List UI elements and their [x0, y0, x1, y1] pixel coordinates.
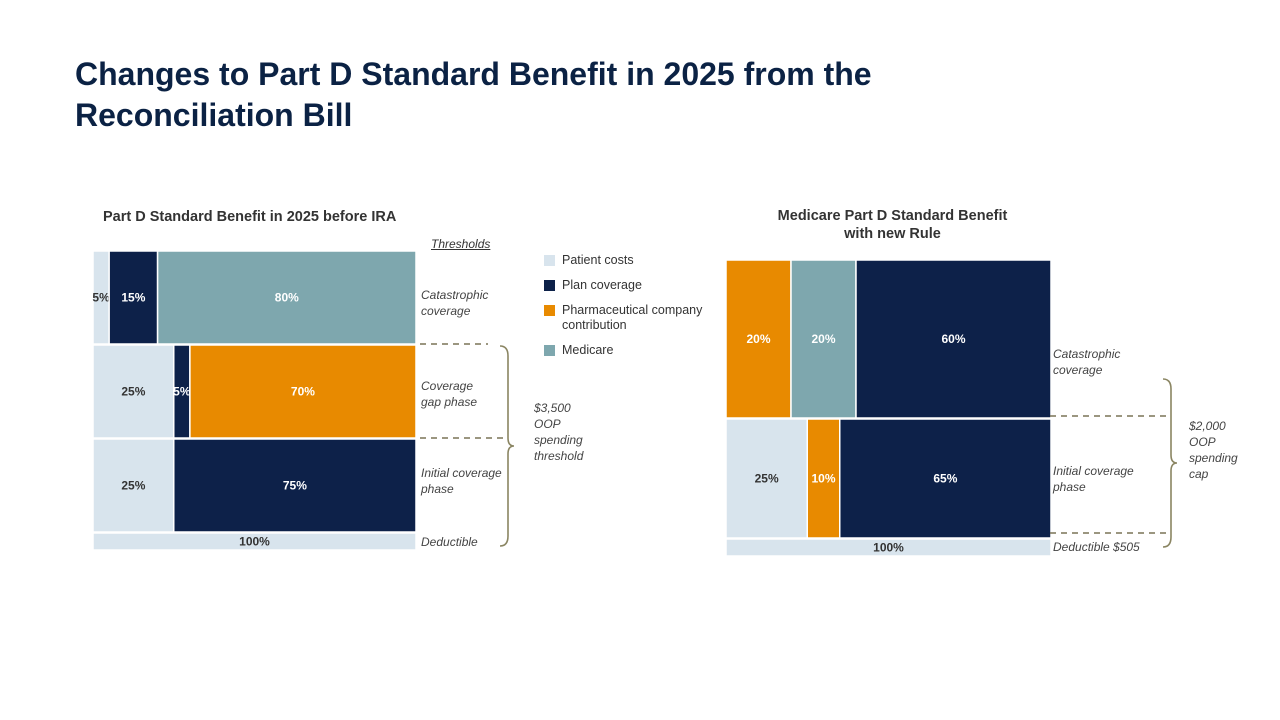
left-brace-label-3: threshold: [534, 449, 584, 463]
left-label-catastrophic-coverage-medicare: 80%: [275, 291, 299, 305]
right-bar-catastrophic-coverage-medicare: [790, 259, 857, 419]
right-phase-label-deductible-0: Deductible $505: [1053, 540, 1140, 554]
slide-title-line-2: Reconciliation Bill: [75, 97, 353, 133]
left-label-catastrophic-coverage-patient-costs: 5%: [92, 291, 110, 305]
right-phase-label-catastrophic-coverage-0: Catastrophic: [1053, 347, 1120, 361]
legend-swatch-medicare: [544, 345, 555, 356]
right-bar-catastrophic-coverage-plan-coverage: [855, 259, 1052, 419]
right-bar-initial-coverage-phase-pharmaceutical-company-contribution: [806, 418, 841, 539]
left-label-initial-coverage-phase-patient-costs: 25%: [121, 479, 145, 493]
right-brace-label-2: spending: [1189, 451, 1238, 465]
legend-item-medicare: Medicare: [544, 343, 714, 358]
left-bar-coverage-gap-phase-patient-costs: [92, 344, 175, 439]
right-phase-label-catastrophic-coverage-1: coverage: [1053, 363, 1103, 377]
legend-swatch-pharma: [544, 305, 555, 316]
right-chart-title-line-1: Medicare Part D Standard Benefit: [777, 208, 1008, 224]
left-brace: [499, 345, 515, 547]
right-brace-label-1: OOP: [1189, 435, 1216, 449]
right-label-initial-coverage-phase-plan-coverage: 65%: [933, 472, 957, 486]
left-chart-title: Part D Standard Benefit in 2025 before I…: [103, 209, 397, 225]
left-label-catastrophic-coverage-plan-coverage: 15%: [121, 291, 145, 305]
legend: Patient costs Plan coverage Pharmaceutic…: [544, 253, 714, 368]
right-label-deductible-patient-costs: 100%: [873, 541, 904, 555]
left-bar-deductible-patient-costs: [92, 532, 417, 551]
left-label-initial-coverage-phase-plan-coverage: 75%: [283, 479, 307, 493]
right-bar-initial-coverage-phase-patient-costs: [725, 418, 808, 539]
left-bar-catastrophic-coverage-medicare: [156, 250, 417, 345]
right-brace-label-3: cap: [1189, 467, 1209, 481]
right-phase-label-initial-coverage-phase-0: Initial coverage: [1053, 464, 1134, 478]
left-phase-label-deductible-0: Deductible: [421, 535, 478, 549]
left-brace-label-0: $3,500: [533, 401, 571, 415]
legend-label-plan-coverage: Plan coverage: [562, 278, 642, 292]
legend-swatch-patient-costs: [544, 255, 555, 266]
left-bar-coverage-gap-phase-pharmaceutical-company-contribution: [189, 344, 417, 439]
right-bar-deductible-patient-costs: [725, 538, 1052, 557]
left-bar-catastrophic-coverage-plan-coverage: [108, 250, 159, 345]
right-label-catastrophic-coverage-medicare: 20%: [811, 332, 835, 346]
right-label-catastrophic-coverage-plan-coverage: 60%: [941, 332, 965, 346]
left-brace-label-1: OOP: [534, 417, 561, 431]
legend-item-plan-coverage: Plan coverage: [544, 278, 714, 293]
slide-title: Changes to Part D Standard Benefit in 20…: [75, 54, 995, 136]
left-phase-label-initial-coverage-phase-0: Initial coverage: [421, 466, 502, 480]
slide-title-line-1: Changes to Part D Standard Benefit in 20…: [75, 56, 872, 92]
left-bar-initial-coverage-phase-plan-coverage: [173, 438, 417, 533]
left-label-coverage-gap-phase-plan-coverage: 5%: [173, 385, 191, 399]
right-bar-initial-coverage-phase-plan-coverage: [839, 418, 1052, 539]
right-label-initial-coverage-phase-patient-costs: 25%: [755, 472, 779, 486]
right-bar-catastrophic-coverage-pharmaceutical-company-contribution: [725, 259, 792, 419]
legend-item-patient-costs: Patient costs: [544, 253, 714, 268]
right-brace-label-0: $2,000: [1188, 419, 1226, 433]
legend-label-pharma: Pharmaceutical company contribution: [562, 303, 703, 332]
left-phase-label-initial-coverage-phase-1: phase: [420, 482, 454, 496]
right-label-catastrophic-coverage-pharmaceutical-company-contribution: 20%: [746, 332, 770, 346]
legend-swatch-plan-coverage: [544, 280, 555, 291]
left-phase-label-coverage-gap-phase-0: Coverage: [421, 379, 473, 393]
left-label-coverage-gap-phase-pharmaceutical-company-contribution: 70%: [291, 385, 315, 399]
left-phase-label-catastrophic-coverage-0: Catastrophic: [421, 288, 488, 302]
legend-item-pharma: Pharmaceutical company contribution: [544, 303, 714, 333]
left-phase-label-catastrophic-coverage-1: coverage: [421, 304, 471, 318]
left-brace-label-2: spending: [534, 433, 583, 447]
right-phase-label-initial-coverage-phase-1: phase: [1052, 480, 1086, 494]
legend-label-medicare: Medicare: [562, 343, 614, 357]
right-chart-title-line-2: with new Rule: [844, 226, 941, 242]
right-label-initial-coverage-phase-pharmaceutical-company-contribution: 10%: [811, 472, 835, 486]
thresholds-label: Thresholds: [431, 237, 491, 251]
left-label-coverage-gap-phase-patient-costs: 25%: [121, 385, 145, 399]
left-phase-label-coverage-gap-phase-1: gap phase: [421, 395, 477, 409]
right-brace: [1162, 378, 1178, 548]
left-label-deductible-patient-costs: 100%: [239, 535, 270, 549]
right-chart-title: Medicare Part D Standard Benefit with ne…: [730, 207, 1055, 243]
legend-label-patient-costs: Patient costs: [562, 253, 634, 267]
